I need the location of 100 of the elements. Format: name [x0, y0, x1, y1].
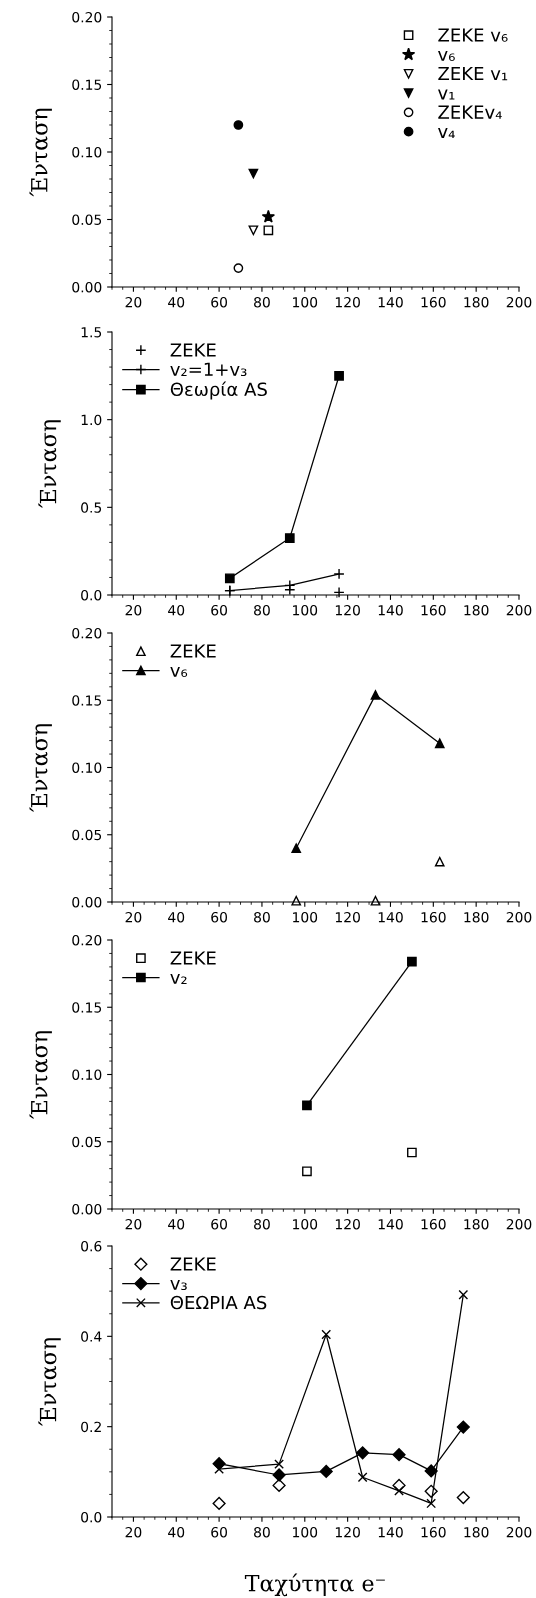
point [394, 1485, 404, 1496]
x-tick-label: 100 [293, 1218, 318, 1230]
point [424, 1464, 438, 1478]
y-tick-label: 0.10 [72, 1069, 102, 1080]
point [458, 1289, 469, 1300]
x-tick-label: 160 [421, 1218, 446, 1230]
legend-label: ZEKE [170, 343, 216, 357]
x-tick-label: 40 [168, 1526, 185, 1538]
y-tick-label: 0.05 [72, 214, 102, 225]
x-tick-label: 180 [464, 1526, 489, 1538]
y-tick-label: 0.05 [72, 1136, 102, 1148]
x-tick-label: 20 [125, 1218, 142, 1230]
x-tick-label: 80 [254, 604, 270, 616]
legend-label: ZEKEv₄ [438, 105, 502, 119]
x-tick-label: 100 [293, 911, 318, 923]
y-tick-label: 0.20 [72, 11, 102, 23]
x-tick-label: 80 [254, 1218, 270, 1230]
x-tick-label: 140 [378, 296, 403, 308]
point [370, 895, 381, 906]
y-tick-label: 0.20 [72, 627, 102, 639]
x-tick-label: 180 [464, 1218, 489, 1230]
legend-label: ZEKE v₆ [438, 28, 508, 42]
x-tick-label: 200 [506, 604, 532, 616]
x-tick-label: 200 [506, 296, 532, 308]
y-tick-label: 0.15 [72, 79, 102, 90]
x-tick-label: 120 [335, 1526, 360, 1538]
point [356, 1446, 370, 1460]
x-tick-label: 140 [378, 604, 403, 616]
point [456, 1420, 470, 1434]
y-axis-title: Ένταση [38, 1338, 61, 1426]
y-tick-label: 0.00 [72, 896, 102, 908]
x-tick-label: 60 [211, 1526, 228, 1538]
x-tick-label: 120 [335, 296, 360, 308]
x-tick-label: 100 [293, 1526, 318, 1538]
point [224, 573, 235, 584]
x-tick-label: 160 [421, 1526, 446, 1538]
x-axis-title: Ταχύτητα e⁻ [244, 1573, 385, 1597]
x-tick-label: 80 [254, 1526, 270, 1538]
y-tick-label: 0.05 [72, 829, 102, 841]
point [272, 1478, 286, 1492]
y-tick-label: 0.2 [81, 1421, 101, 1433]
x-tick-label: 120 [335, 604, 360, 616]
x-tick-label: 40 [168, 604, 185, 616]
point [248, 168, 259, 179]
point [284, 579, 296, 591]
point [333, 568, 345, 580]
point [261, 209, 276, 223]
point [319, 1464, 333, 1478]
point [426, 1498, 437, 1509]
point [291, 843, 302, 854]
y-tick-label: 0.00 [72, 281, 102, 293]
y-tick-label: 0.0 [81, 1511, 102, 1523]
legend-label: v₄ [438, 128, 455, 139]
x-tick-label: 160 [421, 911, 446, 923]
x-tick-label: 200 [506, 1526, 532, 1538]
x-tick-label: 140 [378, 1218, 403, 1230]
y-axis-title: Ένταση [29, 724, 52, 812]
x-tick-label: 100 [293, 604, 318, 616]
point [434, 738, 445, 749]
legend-label: v₂ [170, 973, 187, 984]
legend-label: ZEKE [170, 644, 216, 658]
point [214, 1464, 224, 1474]
x-tick-label: 160 [421, 604, 446, 616]
point [321, 1329, 332, 1340]
y-tick-label: 1.0 [81, 414, 102, 426]
legend-label: ZEKE v₁ [438, 66, 508, 81]
legend-label: Θεωρία AS [170, 381, 267, 400]
x-tick-label: 20 [125, 1526, 142, 1538]
legend-label: ZEKE [170, 951, 216, 965]
x-tick-label: 200 [506, 911, 532, 923]
x-tick-label: 100 [293, 296, 318, 308]
x-tick-label: 180 [464, 296, 489, 308]
y-tick-label: 0.6 [81, 1240, 102, 1252]
point [248, 225, 259, 236]
legend-label: v₁ [438, 89, 455, 100]
point [302, 1166, 312, 1177]
x-tick-label: 40 [168, 296, 185, 308]
point [333, 586, 345, 598]
y-axis-title: Ένταση [29, 1031, 52, 1119]
point [212, 1496, 226, 1511]
point [233, 263, 244, 273]
x-tick-label: 200 [506, 1218, 532, 1230]
x-tick-label: 60 [211, 296, 228, 308]
legend-label: ZEKE [170, 1257, 216, 1271]
y-tick-label: 1.5 [81, 327, 102, 338]
x-tick-label: 140 [378, 911, 403, 923]
legend-label: ΘΕΩΡΙΑ AS [170, 1295, 267, 1310]
y-tick-label: 0.15 [72, 1002, 102, 1013]
point [370, 690, 381, 700]
point [274, 1459, 284, 1470]
y-axis-title: Ένταση [38, 420, 61, 508]
legend-label: v₃ [170, 1279, 187, 1291]
y-tick-label: 0.4 [81, 1331, 102, 1342]
x-tick-label: 60 [211, 604, 228, 616]
point [284, 533, 295, 543]
x-tick-label: 40 [168, 1218, 185, 1230]
point [291, 895, 302, 906]
point [302, 1100, 312, 1111]
point [392, 1448, 406, 1462]
y-tick-label: 0.00 [72, 1203, 102, 1215]
